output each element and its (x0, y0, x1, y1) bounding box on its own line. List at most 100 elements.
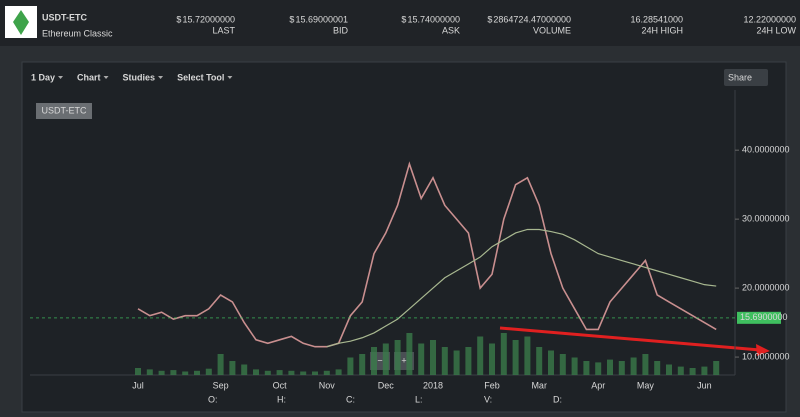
volume-bar (524, 336, 531, 375)
volume-bar (677, 366, 684, 375)
toolbar-item[interactable]: Studies (123, 72, 156, 82)
share-label[interactable]: Share (728, 72, 752, 82)
volume-bar (430, 340, 436, 375)
volume-bar (666, 364, 672, 375)
volume-bar (253, 369, 259, 375)
volume-bar (453, 350, 460, 375)
stat-value: 2864724.47000000 (493, 14, 571, 24)
volume-bar (418, 343, 425, 375)
toolbar-item[interactable]: 1 Day (31, 72, 55, 82)
series-line (326, 228, 717, 348)
volume-bar (182, 371, 189, 375)
x-tick-label: Jul (132, 380, 144, 390)
volume-bar (689, 368, 696, 375)
symbol: USDT-ETC (42, 12, 88, 22)
volume-bar (288, 370, 295, 375)
x-tick-label: Nov (319, 380, 336, 390)
y-tick-label: 10.0000000 (742, 351, 790, 361)
dropdown-caret[interactable] (58, 76, 64, 79)
volume-bar (559, 354, 566, 375)
volume-bar (371, 347, 377, 375)
volume-bar (642, 354, 649, 375)
volume-bar (489, 343, 495, 375)
volume-bar (229, 361, 236, 375)
volume-bar (276, 370, 283, 375)
volume-bar (194, 370, 200, 375)
ohlc-label: D: (553, 394, 562, 404)
series-line (137, 161, 717, 348)
x-tick-label: May (637, 380, 655, 390)
currency: $ (176, 14, 181, 24)
currency: $ (487, 14, 492, 24)
y-tick-label: 30.0000000 (742, 214, 790, 224)
x-tick-label: Apr (591, 380, 605, 390)
volume-bar (512, 340, 519, 375)
header-bar (0, 0, 800, 46)
volume-bar (500, 333, 507, 375)
volume-bar (701, 366, 708, 375)
volume-bar (300, 371, 307, 375)
zoom-out-label[interactable]: − (377, 355, 382, 365)
volume-bar (630, 357, 637, 375)
volume-bar (312, 371, 318, 375)
x-tick-label: 2018 (423, 380, 443, 390)
stat-label: ASK (442, 25, 460, 35)
dropdown-caret[interactable] (103, 76, 109, 79)
stat-value: 12.22000000 (743, 14, 796, 24)
volume-bar (241, 364, 248, 375)
volume-bar (205, 368, 212, 375)
zoom-in-label[interactable]: + (401, 355, 406, 365)
symbol-tag: USDT-ETC (42, 105, 88, 115)
volume-bar (170, 370, 177, 375)
volume-bar (595, 362, 602, 375)
stat-label: 24H LOW (756, 25, 796, 35)
volume-bar (618, 361, 625, 375)
volume-bar (264, 370, 271, 375)
ohlc-label: H: (277, 394, 286, 404)
volume-bar (607, 359, 613, 375)
volume-bar (217, 354, 224, 375)
share-button[interactable] (724, 69, 768, 86)
volume-bar (335, 369, 342, 375)
y-tick-label: 40.0000000 (742, 145, 790, 155)
x-tick-label: Sep (213, 380, 229, 390)
x-tick-label: Oct (273, 380, 288, 390)
volume-bar (536, 347, 543, 375)
trend-arrow (499, 326, 761, 352)
volume-bar (477, 336, 484, 375)
volume-bar (158, 370, 165, 375)
stat-label: LAST (212, 25, 235, 35)
dropdown-caret[interactable] (158, 76, 164, 79)
volume-bar (146, 369, 153, 375)
toolbar-item[interactable]: Select Tool (177, 72, 224, 82)
volume-bar (382, 343, 389, 375)
currency: $ (289, 14, 294, 24)
volume-bar (571, 357, 578, 375)
volume-bar (713, 361, 720, 375)
volume-bar (359, 354, 366, 375)
toolbar-item[interactable]: Chart (77, 72, 101, 82)
volume-bar (548, 350, 554, 375)
volume-bar (654, 361, 661, 375)
volume-bar (323, 370, 330, 375)
ohlc-label: V: (484, 394, 492, 404)
price-label-box (737, 311, 781, 324)
stat-label: 24H HIGH (641, 25, 683, 35)
logo-mark (13, 10, 29, 35)
volume-bar (135, 368, 141, 375)
price-label: 15.6900000 (740, 312, 788, 322)
ohlc-label: O: (208, 394, 218, 404)
volume-bar (465, 347, 472, 375)
dropdown-caret[interactable] (227, 76, 233, 79)
currency: $ (401, 14, 406, 24)
y-tick-label: 20.0000000 (742, 282, 790, 292)
symbol-tag-box (36, 103, 92, 119)
stat-value: 16.28541000 (630, 14, 683, 24)
ohlc-label: C: (346, 394, 355, 404)
coin-name: Ethereum Classic (42, 28, 113, 38)
volume-bar (441, 347, 448, 375)
stat-label: BID (333, 25, 349, 35)
volume-bar (394, 340, 401, 375)
